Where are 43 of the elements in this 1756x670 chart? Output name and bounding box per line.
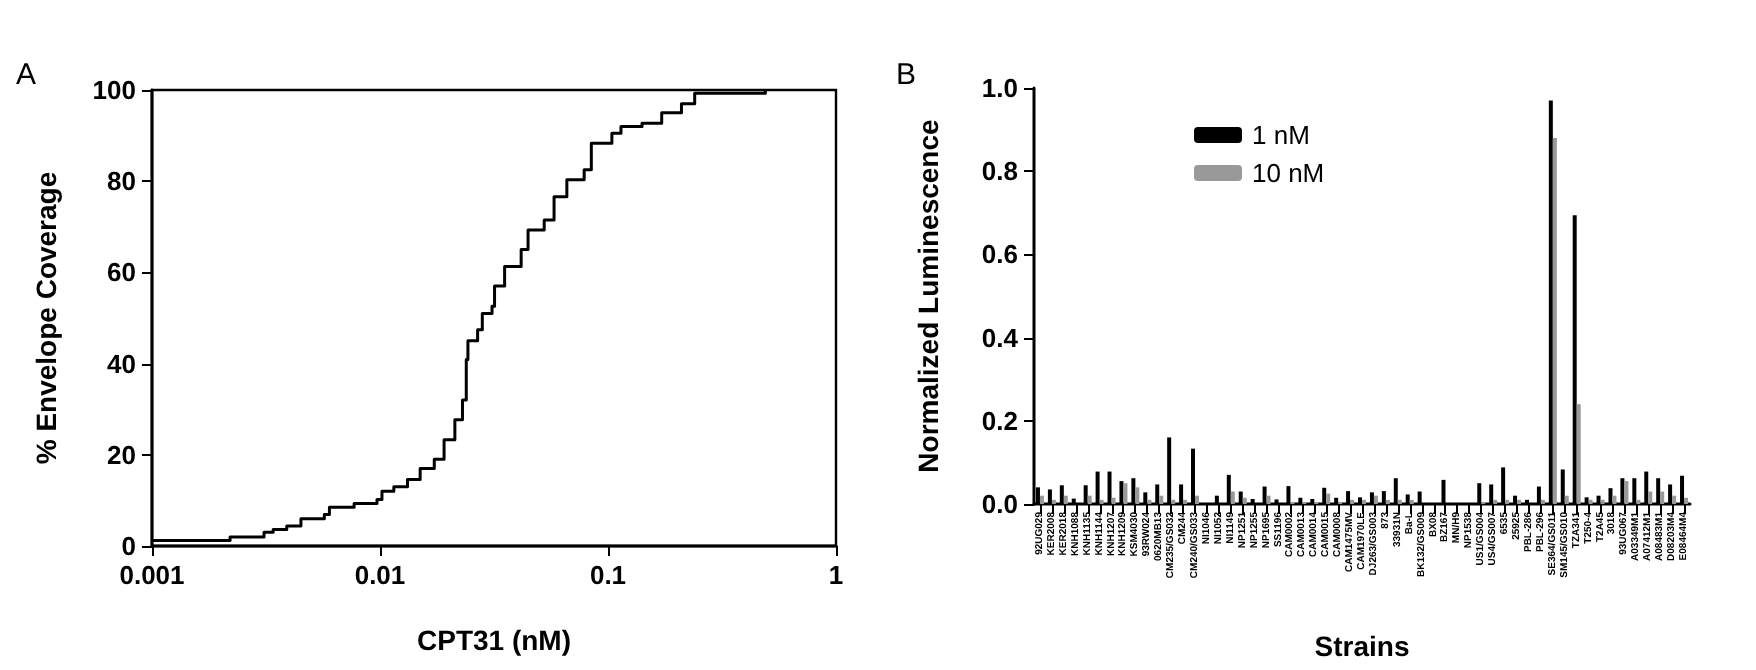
y-tick-label: 0.8	[981, 156, 1018, 187]
x-tick-label: 0.1	[589, 560, 627, 590]
x-tick-label: 1	[828, 560, 844, 590]
y-tick-label: 40	[107, 348, 136, 379]
bar	[1087, 495, 1092, 504]
legend-label: 10 nM	[1252, 158, 1325, 188]
bar	[1564, 495, 1569, 504]
bar	[1242, 497, 1247, 504]
legend-label: 1 nM	[1252, 120, 1310, 150]
y-tick-label: 0.2	[981, 405, 1018, 436]
y-tick-label: 60	[107, 257, 136, 288]
bar	[1039, 495, 1044, 504]
y-axis-title: Normalized Luminescence	[912, 118, 944, 473]
x-axis-title: CPT31 (nM)	[417, 624, 571, 656]
bar	[1576, 404, 1581, 504]
bar	[1672, 495, 1677, 504]
y-tick-label: 20	[107, 439, 136, 470]
bar	[1230, 491, 1235, 504]
y-tick-label: 0.6	[981, 239, 1018, 270]
text: A	[16, 58, 37, 92]
y-tick-label: 100	[92, 75, 136, 105]
bar	[1159, 495, 1164, 504]
bar	[1648, 491, 1653, 504]
bar	[1326, 493, 1331, 504]
x-tick-label: 0.01	[354, 560, 406, 590]
bar	[1660, 491, 1665, 504]
bar	[1135, 487, 1140, 504]
text: B	[896, 58, 917, 92]
bar	[1684, 497, 1689, 504]
y-tick-label: 0	[121, 531, 136, 561]
x-tick-label: 0.001	[119, 560, 185, 590]
y-tick-label: 0.4	[981, 322, 1020, 353]
bar	[1063, 495, 1068, 504]
bar	[1266, 495, 1271, 504]
bar	[1111, 497, 1116, 504]
x-axis-title: Strains	[1314, 630, 1410, 662]
bar	[1552, 137, 1557, 504]
y-axis-title: % Envelope Coverage	[30, 171, 62, 465]
y-tick-label: 1.0	[981, 73, 1018, 103]
bar	[1612, 495, 1617, 504]
bar	[1195, 495, 1200, 504]
y-tick-label: 80	[107, 166, 136, 197]
y-tick-label: 0.0	[981, 489, 1018, 519]
